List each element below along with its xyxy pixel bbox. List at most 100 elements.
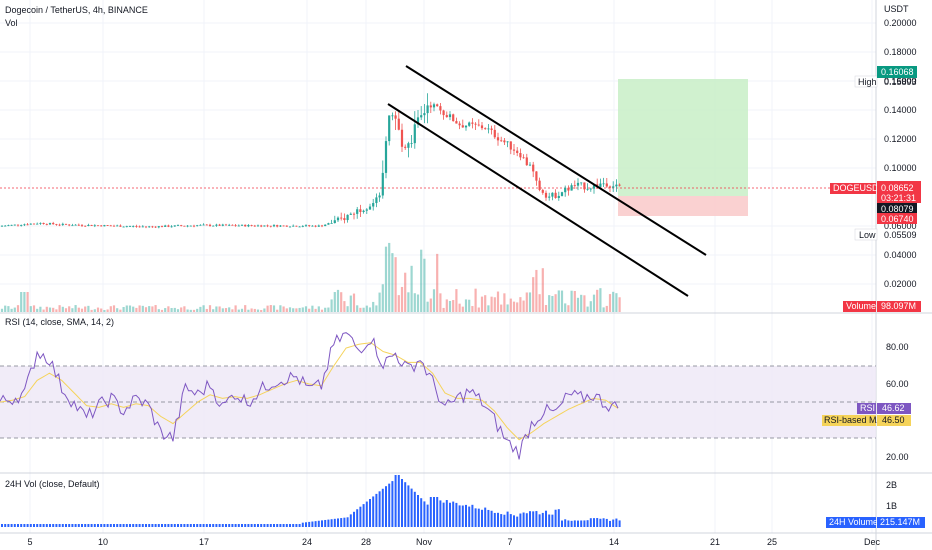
candle-body <box>477 124 480 126</box>
volume-bar <box>282 306 285 312</box>
volume-bar <box>592 294 596 312</box>
volume-bar <box>548 295 551 312</box>
candle-body <box>71 225 74 227</box>
volume-bar <box>173 307 176 312</box>
time-tick: 25 <box>767 537 777 547</box>
volume-bar <box>234 305 237 312</box>
rsi-ma-line <box>0 342 619 441</box>
vol24-bar <box>487 509 490 527</box>
candle-body <box>260 225 263 227</box>
candle-body <box>77 224 80 226</box>
price-tag <box>877 181 921 203</box>
volume-bar <box>336 289 340 312</box>
volume-bar <box>90 309 93 312</box>
candle-body <box>13 224 16 226</box>
rsi-tick: 60.00 <box>886 379 909 389</box>
volume-bar <box>205 308 208 312</box>
volume-bar <box>432 289 436 312</box>
candle-body <box>359 209 362 212</box>
price-axis-ticks: 0.20000 0.18000 0.16000 0.14000 0.12000 0.100… <box>884 18 917 289</box>
candle-body <box>39 222 42 224</box>
vol24-bar <box>305 522 307 527</box>
vol24-bar <box>497 512 499 527</box>
volume-bar <box>506 304 509 312</box>
vol24-bar <box>52 524 55 527</box>
volume-bars <box>0 242 621 312</box>
price-tick: 0.20000 <box>884 18 917 28</box>
vol24-tag-label: 24H Volume <box>829 517 878 527</box>
candle-body <box>586 188 589 190</box>
vol24-bar <box>106 524 109 527</box>
volume-bar <box>160 309 164 312</box>
volume-bar <box>122 306 125 312</box>
candle-body <box>602 183 605 185</box>
volume-bar <box>365 305 368 312</box>
volume-bar <box>285 308 288 312</box>
vol24-bar <box>122 524 125 527</box>
volume-bar <box>61 306 64 312</box>
channel-lower-line[interactable] <box>387 103 689 297</box>
volume-bar <box>525 292 528 312</box>
vol24-bar <box>317 520 320 527</box>
volume-bar <box>416 294 420 312</box>
candle-body <box>576 182 580 186</box>
candle-body <box>442 110 445 116</box>
channel-upper-line[interactable] <box>405 65 707 256</box>
volume-bar <box>324 307 327 312</box>
volume-bar <box>119 309 122 312</box>
candle-body <box>84 225 87 227</box>
time-tick: 24 <box>302 537 312 547</box>
candle-body <box>340 217 343 219</box>
vol24-bar <box>343 517 346 527</box>
vol24-bar <box>49 524 51 527</box>
candle-body <box>368 206 372 210</box>
vol24-bar <box>42 524 45 527</box>
volume-bar <box>608 294 612 312</box>
vol24-bar <box>151 524 154 527</box>
vol24-bar <box>241 524 243 527</box>
volume-bar <box>436 253 439 312</box>
volume-bar <box>74 305 77 312</box>
time-tick: 5 <box>27 537 32 547</box>
candle-body <box>400 129 404 147</box>
vol24-bar <box>458 505 461 527</box>
volume-bar <box>240 308 244 312</box>
candle-body <box>589 188 592 190</box>
candle-body <box>279 225 282 227</box>
price-tick: 0.02000 <box>884 279 917 289</box>
vol24-bar <box>455 502 458 527</box>
candle-body <box>480 125 484 129</box>
target-tag <box>877 66 917 78</box>
candle-body <box>615 184 618 187</box>
volume-bar <box>42 309 45 312</box>
candle-body <box>96 225 100 227</box>
volume-bar <box>586 306 589 312</box>
volume-bar <box>128 305 132 312</box>
vol24-bar <box>215 524 218 527</box>
candle-body <box>157 226 160 228</box>
volume-bar <box>356 305 359 312</box>
candle-body <box>23 224 26 226</box>
vol24-bar <box>13 524 16 527</box>
vol24-bar <box>605 518 608 527</box>
volume-bar <box>602 307 605 312</box>
vol24-bar <box>413 491 416 527</box>
vol24-bar <box>77 524 80 527</box>
volume-bar <box>244 305 247 312</box>
candle-body <box>189 225 192 227</box>
candle-body <box>362 210 365 212</box>
volume-bar <box>314 308 317 312</box>
volume-bar <box>39 306 42 312</box>
volume-bar <box>288 307 292 312</box>
candle-body <box>503 140 506 143</box>
candle-body <box>141 226 144 228</box>
time-tick: Dec <box>864 537 881 547</box>
vol24-bar <box>356 509 359 527</box>
volume-bar <box>346 306 349 312</box>
volume-bar <box>458 303 461 312</box>
volume-bar <box>125 305 128 312</box>
rsi-value: 46.62 <box>882 403 905 413</box>
vol24-bar <box>154 524 157 527</box>
candle-body <box>532 164 535 172</box>
